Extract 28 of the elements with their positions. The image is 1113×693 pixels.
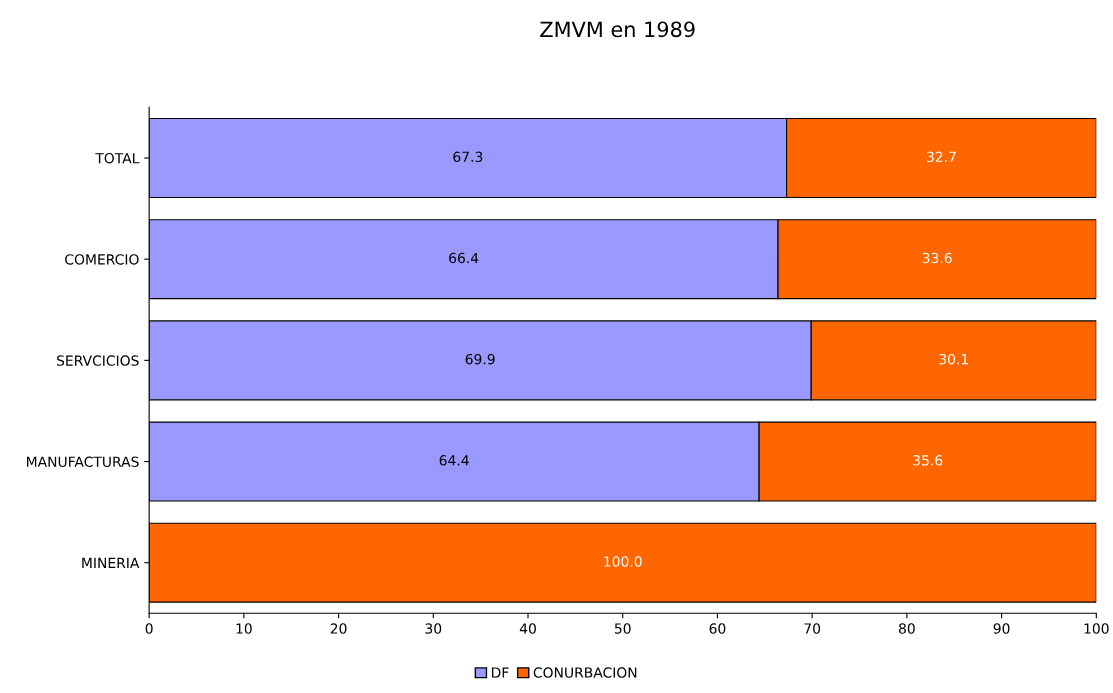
data-label: 69.9 — [465, 353, 495, 365]
x-tick-label: 30 — [425, 623, 442, 634]
data-label: 66.4 — [449, 252, 479, 264]
data-label: 100.0 — [604, 556, 642, 567]
y-tick-label: TOTAL — [95, 152, 140, 164]
y-tick-label: SERVCICIOS — [57, 355, 139, 366]
data-label: 64.4 — [439, 455, 469, 466]
y-tick-label: MANUFACTURAS — [27, 456, 139, 468]
x-tick-label: 90 — [993, 623, 1010, 634]
x-tick-label: 70 — [804, 623, 821, 634]
x-tick-label: 50 — [614, 623, 631, 634]
chart-title: ZMVM en 1989 — [540, 21, 695, 38]
x-tick-label: 40 — [519, 623, 536, 634]
x-tick-label: 20 — [330, 623, 347, 634]
data-label: 32.7 — [927, 151, 956, 163]
x-tick-label: 80 — [898, 623, 915, 634]
x-tick-label: 0 — [145, 623, 153, 634]
data-label: 33.6 — [922, 252, 952, 264]
y-tick-label: COMERCIO — [65, 254, 139, 265]
data-label: 35.6 — [913, 455, 943, 466]
data-label: 67.3 — [453, 151, 483, 163]
data-label: 30.1 — [939, 353, 968, 365]
x-tick-label: 10 — [236, 623, 252, 634]
y-tick-label: MINERIA — [82, 557, 140, 568]
legend-label: CONURBACION — [533, 667, 637, 678]
legend-label: DF — [491, 667, 509, 678]
x-tick-label: 60 — [709, 623, 726, 634]
x-tick-label: 100 — [1084, 623, 1109, 634]
